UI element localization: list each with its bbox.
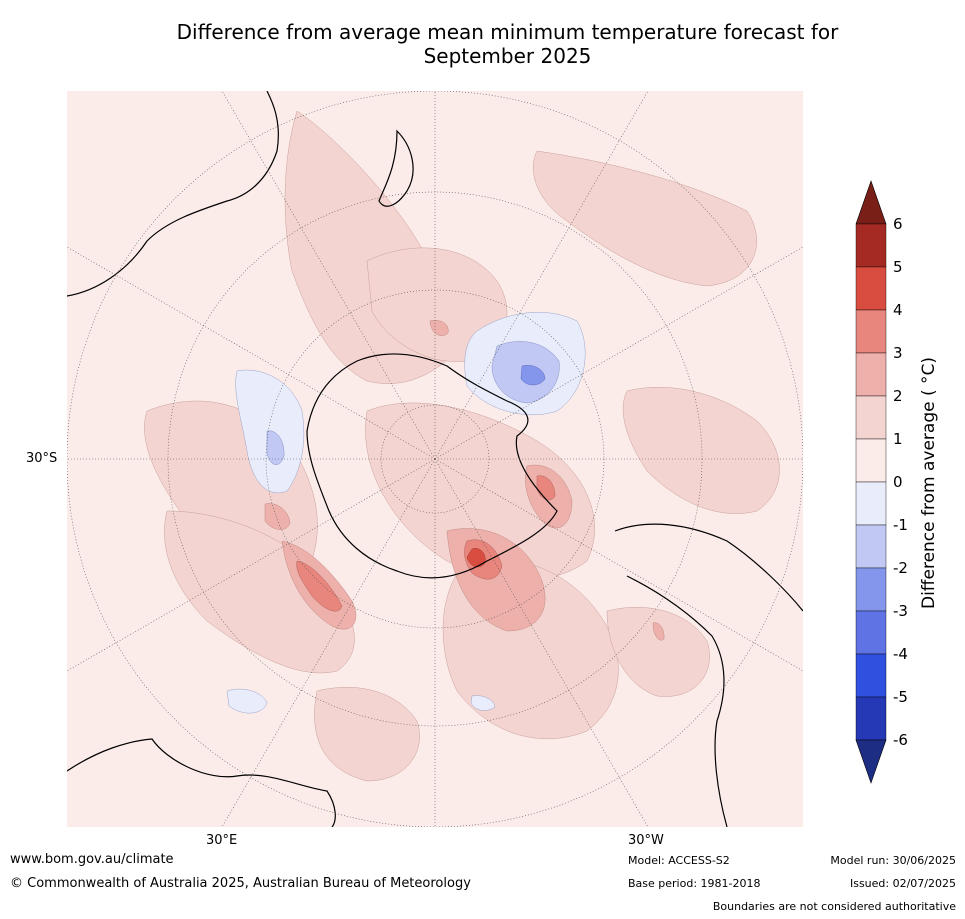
colorbar-level <box>855 223 887 268</box>
colorbar-level <box>855 309 887 354</box>
south-america-coast <box>614 523 803 827</box>
antarctica-coast <box>306 353 558 579</box>
map-panel[interactable] <box>67 91 803 827</box>
anomaly-region-ross-sea-cold-peak <box>520 365 546 386</box>
colorbar-tick-label: 0 <box>893 473 903 491</box>
anomaly-region-indian-ocean-small <box>264 503 291 530</box>
anomaly-region-south-america-east <box>622 387 780 514</box>
colorbar-extend-low <box>855 739 887 784</box>
colorbar-tick-label: 3 <box>893 344 903 362</box>
colorbar-tick-label: -2 <box>893 559 908 577</box>
footer-url[interactable]: www.bom.gov.au/climate <box>10 852 174 867</box>
graticule-meridian-150e <box>221 91 436 460</box>
colorbar-svg <box>855 180 887 784</box>
anomaly-4-to-5-regions <box>466 548 486 568</box>
anomaly-minus-2-to-minus-3-regions <box>520 365 546 386</box>
footer-model-run: Model run: 30/06/2025 <box>830 854 956 867</box>
colorbar-level <box>855 266 887 311</box>
colorbar-tick-label: 5 <box>893 258 903 276</box>
colorbar-tick-label: -1 <box>893 516 908 534</box>
footer-issued: Issued: 02/07/2025 <box>849 877 956 890</box>
colorbar-tick-label: 4 <box>893 301 903 319</box>
africa-coast <box>67 738 336 827</box>
footer-model: Model: ACCESS-S2 <box>628 854 730 867</box>
colorbar-level <box>855 610 887 655</box>
colorbar-tick-label: -6 <box>893 731 908 749</box>
colorbar-tick-label: 1 <box>893 430 903 448</box>
anomaly-region-pacific-east <box>533 150 757 287</box>
anomaly-region-atlantic-cold <box>470 695 496 711</box>
colorbar-level <box>855 524 887 569</box>
colorbar <box>855 180 887 788</box>
footer-base-period: Base period: 1981-2018 <box>628 877 761 890</box>
anomaly-region-southern-ocean-cold <box>226 688 268 714</box>
anomaly-region-southern-ocean-south <box>314 687 420 782</box>
graticule-meridian-30e <box>221 458 436 827</box>
new-zealand-coast <box>378 129 414 207</box>
anomaly-region-africa-south-peak <box>296 560 343 612</box>
anomaly-region-atlantic-small <box>652 622 665 641</box>
australia-coast <box>67 91 279 297</box>
colorbar-tick-label: -5 <box>893 688 908 706</box>
lat-label-30s: 30°S <box>26 451 58 466</box>
colorbar-level <box>855 696 887 741</box>
lon-label-30w: 30°W <box>628 833 664 848</box>
colorbar-level <box>855 481 887 526</box>
anomaly-region-south-atlantic-max <box>466 548 486 568</box>
colorbar-level <box>855 653 887 698</box>
colorbar-level <box>855 352 887 397</box>
colorbar-level <box>855 567 887 612</box>
anomaly-1-to-2-regions <box>144 110 780 782</box>
anomaly-region-ross-sea-small <box>429 320 449 336</box>
colorbar-tick-label: 2 <box>893 387 903 405</box>
graticule-meridian-150w <box>434 91 649 460</box>
graticule-meridian-30w <box>434 458 649 827</box>
anomaly-region-atlantic-central <box>606 607 710 697</box>
anomaly-map[interactable] <box>67 91 803 827</box>
anomaly-region-africa-south <box>164 510 355 674</box>
coastlines <box>67 91 803 827</box>
colorbar-tick-label: 6 <box>893 215 903 233</box>
footer-disclaimer: Boundaries are not considered authoritat… <box>712 900 956 913</box>
colorbar-level <box>855 438 887 483</box>
colorbar-extend-high <box>855 180 887 225</box>
graticule <box>67 91 803 827</box>
anomaly-region-antarctic-atlantic <box>365 402 595 581</box>
colorbar-tick-label: -3 <box>893 602 908 620</box>
lon-label-30e: 30°E <box>206 833 238 848</box>
colorbar-tick-label: -4 <box>893 645 908 663</box>
colorbar-level <box>855 395 887 440</box>
footer-copyright: © Commonwealth of Australia 2025, Austra… <box>10 876 471 891</box>
map-title: Difference from average mean minimum tem… <box>176 20 839 68</box>
anomaly-region-indian-ocean-cold-core <box>266 430 285 465</box>
colorbar-title: Difference from average ( °C) <box>919 356 939 610</box>
